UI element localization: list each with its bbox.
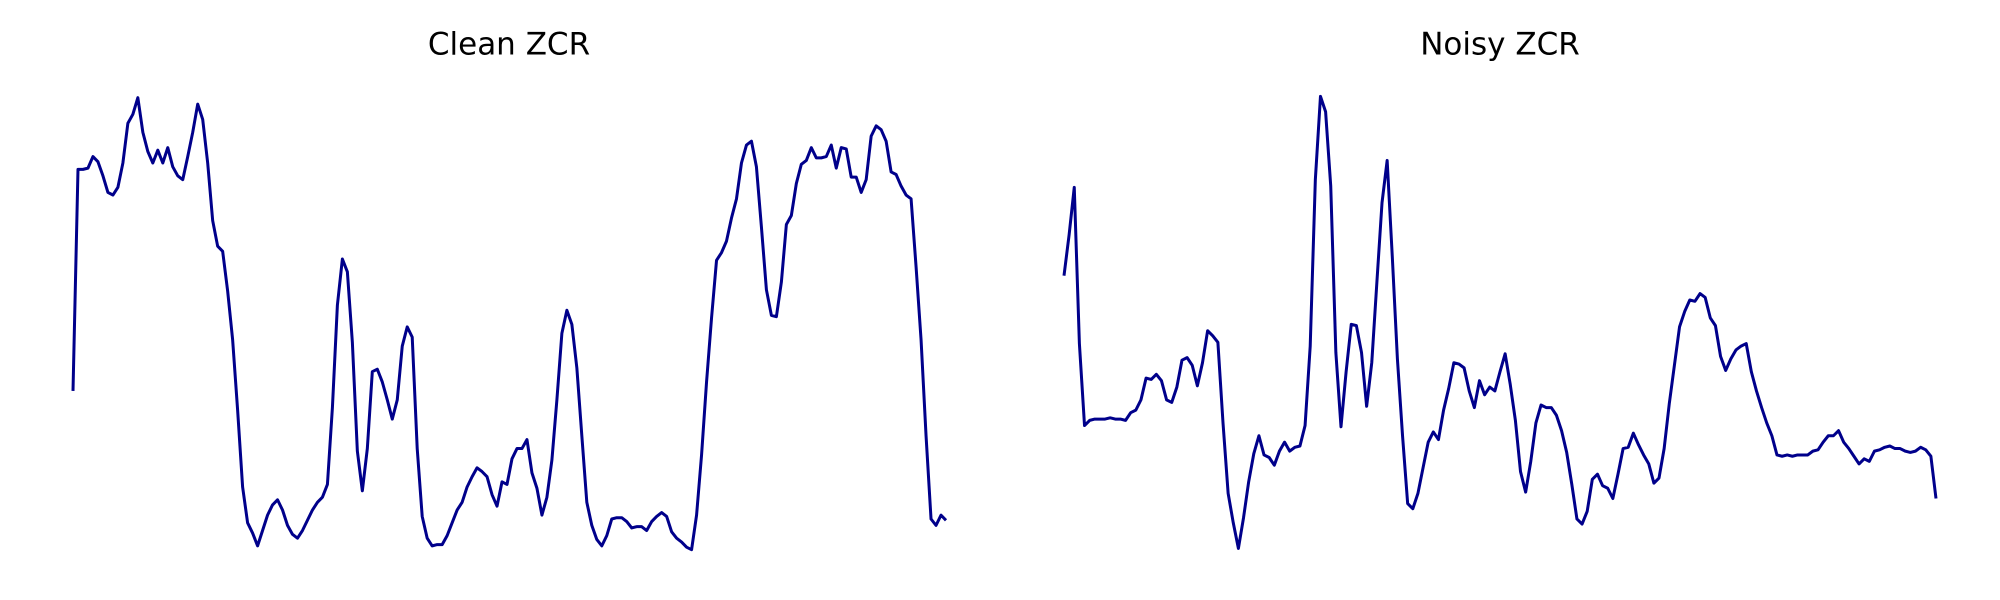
chart-title: Clean ZCR [428, 27, 590, 63]
line [71, 96, 948, 552]
chart-title: Noisy ZCR [1420, 27, 1580, 63]
line [1062, 94, 1938, 550]
